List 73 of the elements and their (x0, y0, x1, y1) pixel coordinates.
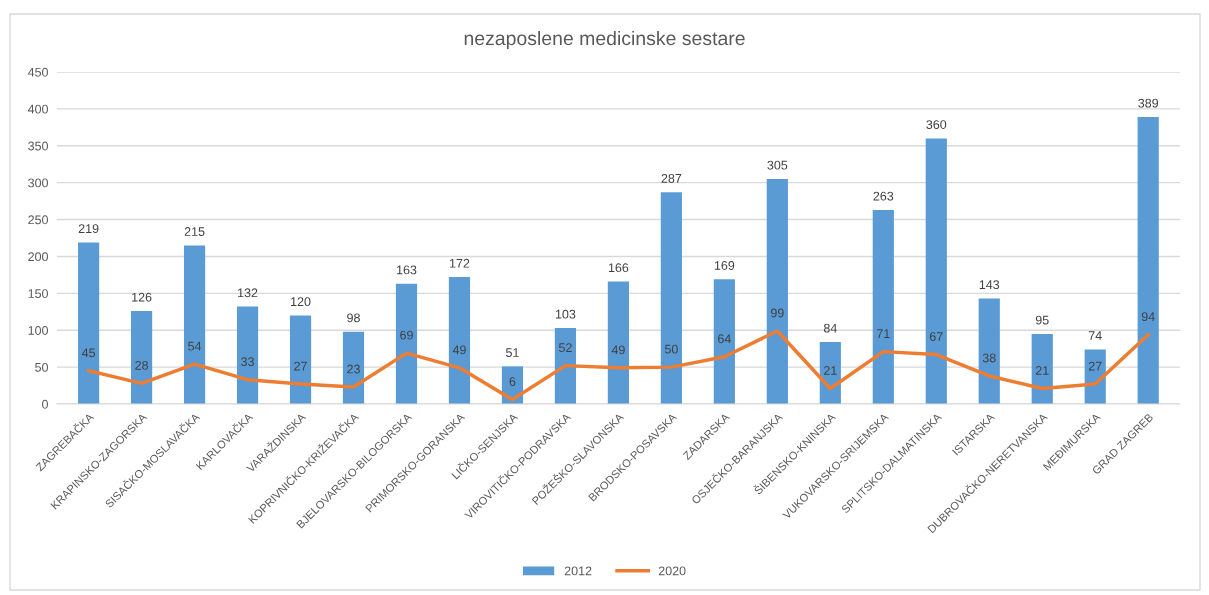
data-label: 27 (294, 361, 307, 371)
legend-label: 2012 (564, 566, 592, 576)
data-label: 84 (823, 323, 837, 333)
bar (342, 331, 365, 404)
data-label: 38 (982, 353, 996, 363)
data-label: 94 (1141, 312, 1155, 322)
data-label: 103 (555, 309, 576, 319)
data-label: 52 (558, 343, 572, 353)
data-label: 360 (926, 120, 947, 129)
data-label: 172 (449, 258, 470, 268)
data-label: 69 (400, 330, 413, 340)
bar (554, 328, 577, 404)
data-label: 28 (135, 360, 148, 370)
bar (660, 192, 682, 404)
data-label: 67 (929, 332, 943, 341)
data-label: 95 (1035, 315, 1049, 325)
data-label: 98 (347, 313, 360, 323)
data-label: 21 (1035, 366, 1049, 375)
bar (130, 311, 153, 404)
y-tick-label: 150 (28, 289, 48, 298)
bar (78, 242, 100, 404)
data-label: 71 (876, 329, 890, 338)
data-label: 163 (397, 265, 417, 275)
data-label: 287 (661, 173, 682, 183)
data-label: 215 (184, 227, 205, 236)
bar (766, 178, 788, 404)
data-label: 49 (611, 345, 625, 355)
data-label: 169 (714, 261, 735, 270)
data-label: 51 (505, 348, 519, 357)
data-label: 166 (608, 263, 629, 273)
data-label: 389 (1138, 98, 1159, 108)
bar (978, 298, 1000, 404)
y-tick-label: 350 (28, 141, 48, 151)
y-tick-label: 400 (27, 104, 48, 114)
data-label: 263 (873, 191, 894, 201)
y-tick-label: 450 (27, 67, 48, 77)
bar (713, 279, 735, 404)
data-label: 64 (718, 334, 731, 344)
bar (395, 283, 418, 404)
data-label: 27 (1088, 361, 1102, 371)
data-label: 120 (291, 297, 311, 307)
data-label: 23 (347, 364, 360, 374)
bar (236, 306, 259, 404)
data-label: 126 (132, 292, 152, 302)
bar (1031, 333, 1053, 404)
data-label: 6 (509, 377, 516, 386)
data-label: 45 (81, 348, 96, 358)
bar (448, 277, 471, 404)
y-tick-label: 200 (28, 252, 48, 262)
bar (872, 209, 894, 404)
y-tick-label: 250 (28, 215, 48, 225)
chart-title: nezaposlene medicinske sestare (464, 30, 745, 50)
data-label: 74 (1088, 331, 1102, 340)
data-label: 99 (770, 308, 784, 318)
y-tick-label: 100 (28, 326, 48, 335)
data-label: 132 (238, 288, 258, 298)
data-label: 49 (452, 345, 466, 355)
data-label: 33 (241, 357, 254, 367)
data-label: 54 (188, 341, 202, 351)
bar (289, 315, 312, 404)
y-tick-label: 50 (35, 362, 48, 372)
data-label: 21 (824, 366, 837, 375)
bar (183, 245, 206, 404)
bar (925, 138, 947, 404)
data-label: 305 (767, 160, 788, 170)
data-label: 50 (664, 344, 678, 354)
y-tick-label: 300 (28, 178, 48, 188)
y-tick-label: 0 (42, 399, 48, 409)
data-label: 143 (979, 280, 1000, 290)
legend-label: 2020 (658, 566, 686, 576)
data-label: 219 (78, 224, 99, 234)
bar (607, 281, 629, 404)
bar (1137, 117, 1159, 404)
